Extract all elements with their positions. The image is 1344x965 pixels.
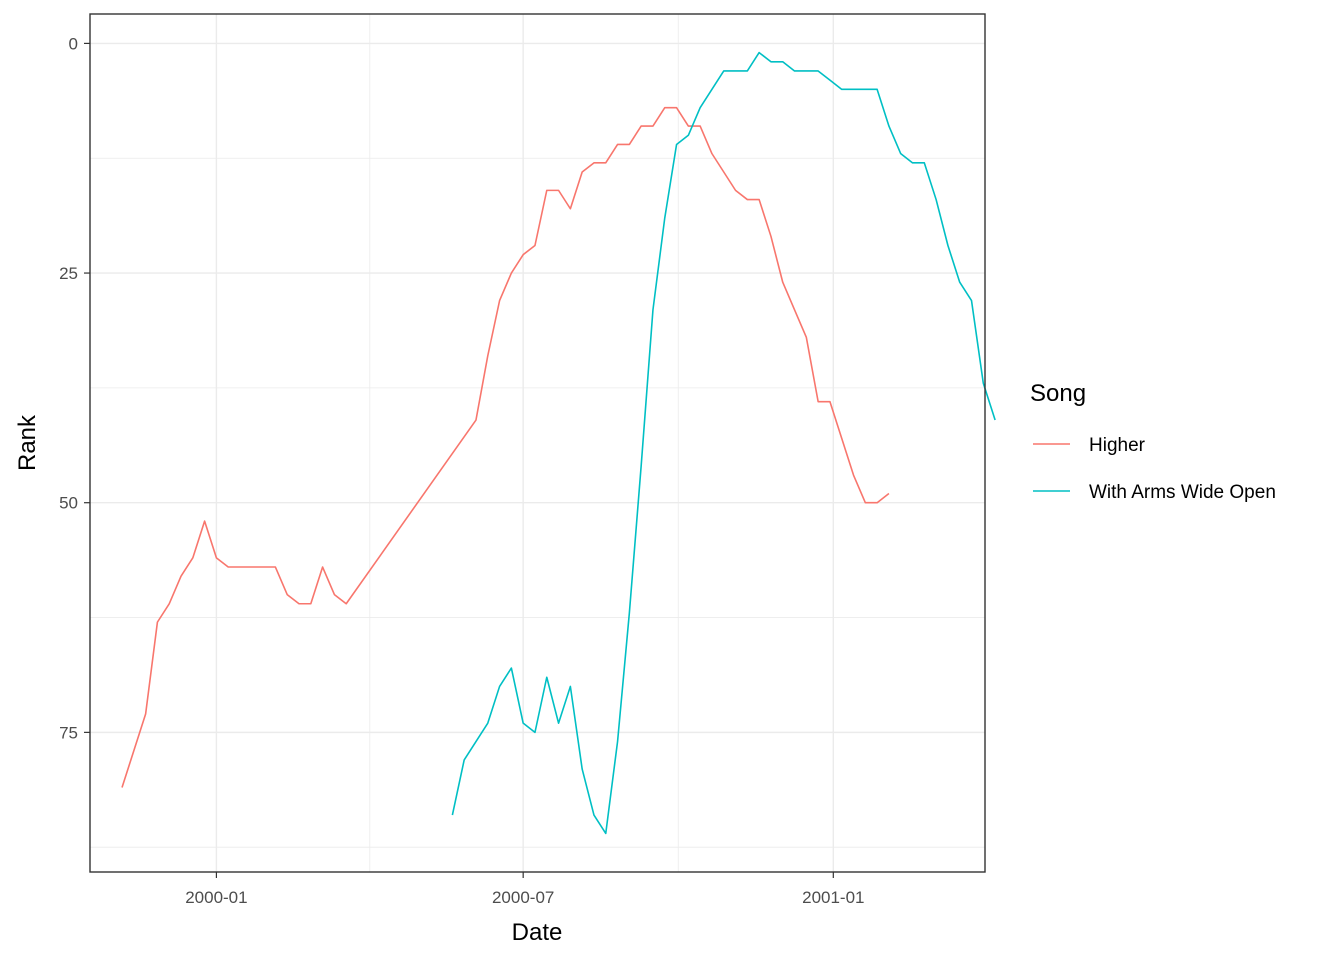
y-tick-label: 25 [59, 264, 78, 283]
y-tick-label: 75 [59, 723, 78, 742]
y-tick-label: 0 [69, 34, 78, 53]
legend-item: Higher [1033, 435, 1146, 456]
y-axis: 0 25 50 75 [59, 34, 90, 742]
legend: Song Higher With Arms Wide Open [1030, 380, 1276, 503]
x-tick-label: 2001-01 [802, 888, 864, 907]
x-axis-title: Date [512, 919, 563, 946]
grid-major [90, 14, 985, 872]
legend-label: Higher [1089, 435, 1146, 456]
plot-border [89, 13, 986, 873]
y-axis-title: Rank [14, 414, 41, 471]
grid-minor [90, 14, 985, 872]
y-tick-label: 50 [59, 494, 78, 513]
x-tick-label: 2000-01 [185, 888, 247, 907]
x-axis: 2000-01 2000-07 2001-01 [185, 872, 865, 907]
legend-label: With Arms Wide Open [1089, 482, 1276, 503]
series-layer [121, 51, 996, 835]
x-tick-label: 2000-07 [492, 888, 554, 907]
plot-background [90, 14, 985, 872]
legend-item: With Arms Wide Open [1033, 482, 1276, 503]
series-line-0 [121, 106, 890, 788]
series-line-1 [451, 51, 996, 835]
legend-title: Song [1030, 380, 1086, 407]
